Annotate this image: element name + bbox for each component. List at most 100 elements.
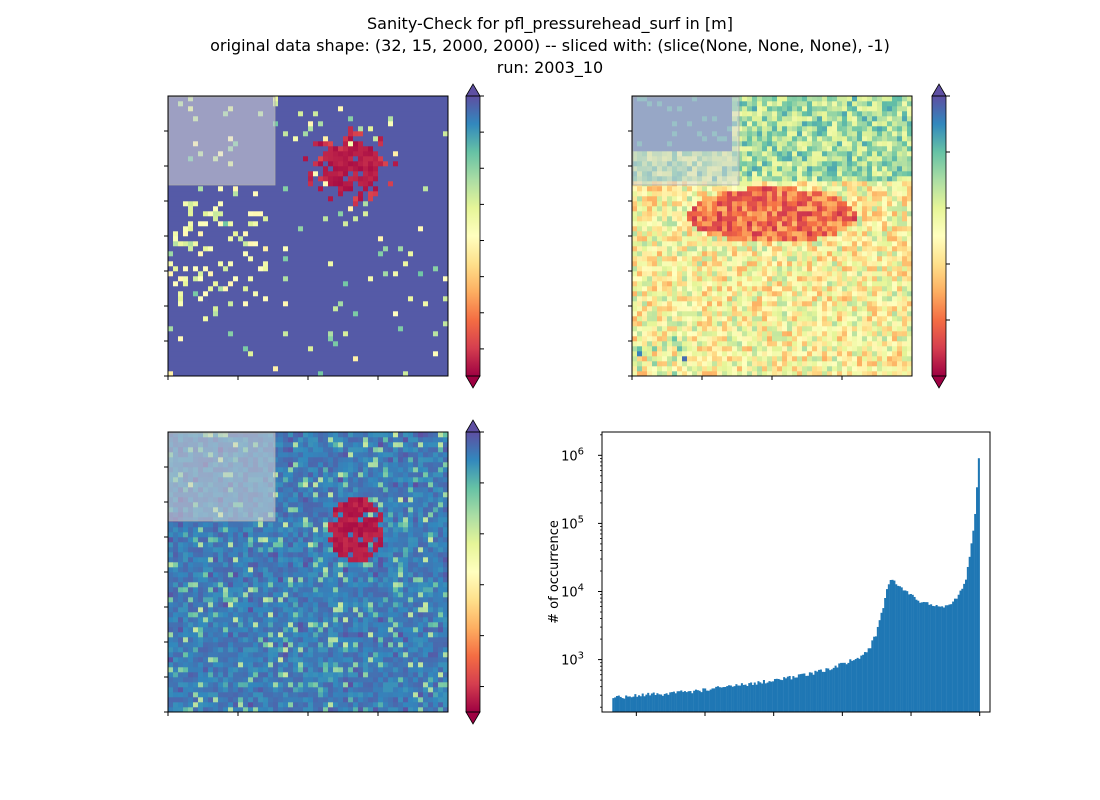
heatmap-cell: [323, 266, 329, 272]
heatmap-cell: [737, 216, 743, 222]
heatmap-cell: [383, 371, 389, 377]
heatmap-cell: [243, 226, 249, 232]
heatmap-cell: [273, 186, 279, 192]
heatmap-cell: [418, 131, 424, 137]
heatmap-cell: [772, 341, 778, 347]
heatmap-cell: [687, 371, 693, 377]
heatmap-cell: [303, 256, 309, 262]
colorbar: [465, 83, 484, 389]
heatmap-cell: [642, 301, 648, 307]
heatmap-cell: [423, 181, 429, 187]
heatmap-cell: [712, 306, 718, 312]
heatmap-cell: [298, 371, 304, 377]
heatmap-cell: [323, 251, 329, 257]
heatmap-cell: [742, 311, 748, 317]
heatmap-cell: [343, 116, 349, 122]
heatmap-cell: [368, 236, 374, 242]
heatmap-cell: [288, 236, 294, 242]
heatmap-cell: [777, 331, 783, 337]
heatmap-cell: [268, 311, 274, 317]
heatmap-cell: [373, 291, 379, 297]
heatmap-cell: [682, 256, 688, 262]
heatmap-cell: [687, 271, 693, 277]
heatmap-cell: [727, 186, 733, 192]
heatmap-cell: [243, 356, 249, 362]
heatmap-cell: [637, 201, 643, 207]
heatmap-cell: [677, 326, 683, 332]
heatmap-cell: [667, 186, 673, 192]
heatmap-cell: [328, 96, 334, 102]
heatmap-cell: [278, 186, 284, 192]
heatmap-cell: [343, 356, 349, 362]
heatmap-cell: [188, 261, 194, 267]
heatmap-cell: [308, 336, 314, 342]
heatmap-cell: [248, 236, 254, 242]
heatmap-cell: [712, 346, 718, 352]
heatmap-cell: [762, 266, 768, 272]
heatmap-cell: [752, 186, 758, 192]
heatmap-cell: [398, 231, 404, 237]
heatmap-cell: [378, 296, 384, 302]
heatmap-cell: [218, 261, 224, 267]
heatmap-cell: [737, 246, 743, 252]
heatmap-cell: [717, 371, 723, 377]
heatmap-cell: [358, 156, 364, 162]
heatmap-cell: [228, 351, 234, 357]
heatmap-cell: [253, 216, 259, 222]
heatmap-cell: [218, 276, 224, 282]
heatmap-cell: [393, 296, 399, 302]
heatmap-cell: [398, 351, 404, 357]
heatmap-cell: [662, 221, 668, 227]
heatmap-cell: [438, 221, 444, 227]
heatmap-cell: [323, 326, 329, 332]
heatmap-cell: [727, 316, 733, 322]
heatmap-cell: [737, 116, 743, 122]
heatmap-cell: [368, 276, 374, 282]
heatmap-cell: [398, 141, 404, 147]
heatmap-cell: [677, 291, 683, 297]
heatmap-cell: [418, 321, 424, 327]
heatmap-cell: [682, 276, 688, 282]
heatmap-cell: [353, 196, 359, 202]
heatmap-cell: [677, 351, 683, 357]
heatmap-cell: [762, 161, 768, 167]
heatmap-cell: [433, 171, 439, 177]
heatmap-cell: [353, 326, 359, 332]
heatmap-cell: [343, 371, 349, 377]
heatmap-cell: [263, 361, 269, 367]
heatmap-cell: [687, 206, 693, 212]
heatmap-cell: [338, 221, 344, 227]
heatmap-cell: [268, 316, 274, 322]
heatmap-cell: [687, 336, 693, 342]
heatmap-cell: [168, 291, 174, 297]
heatmap-cell: [418, 141, 424, 147]
heatmap-cell: [188, 246, 194, 252]
heatmap-cell: [353, 341, 359, 347]
heatmap-cell: [253, 226, 259, 232]
heatmap-cell: [647, 216, 653, 222]
heatmap-cell: [672, 361, 678, 367]
heatmap-cell: [378, 211, 384, 217]
heatmap-cell: [782, 101, 788, 107]
heatmap-cell: [692, 336, 698, 342]
heatmap-cell: [413, 271, 419, 277]
heatmap-cell: [423, 116, 429, 122]
heatmap-cell: [263, 311, 269, 317]
heatmap-cell: [368, 261, 374, 267]
heatmap-cell: [777, 246, 783, 252]
heatmap-cell: [722, 241, 728, 247]
heatmap-cell: [772, 221, 778, 227]
heatmap-cell: [388, 356, 394, 362]
heatmap-cell: [368, 216, 374, 222]
heatmap-cell: [193, 276, 199, 282]
heatmap-cell: [253, 191, 259, 197]
heatmap-cell: [403, 226, 409, 232]
heatmap-cell: [368, 176, 374, 182]
heatmap-cell: [682, 246, 688, 252]
heatmap-cell: [722, 341, 728, 347]
heatmap-cell: [378, 241, 384, 247]
heatmap-cell: [318, 286, 324, 292]
heatmap-cell: [333, 371, 339, 377]
heatmap-cell: [388, 256, 394, 262]
heatmap-cell: [188, 251, 194, 257]
